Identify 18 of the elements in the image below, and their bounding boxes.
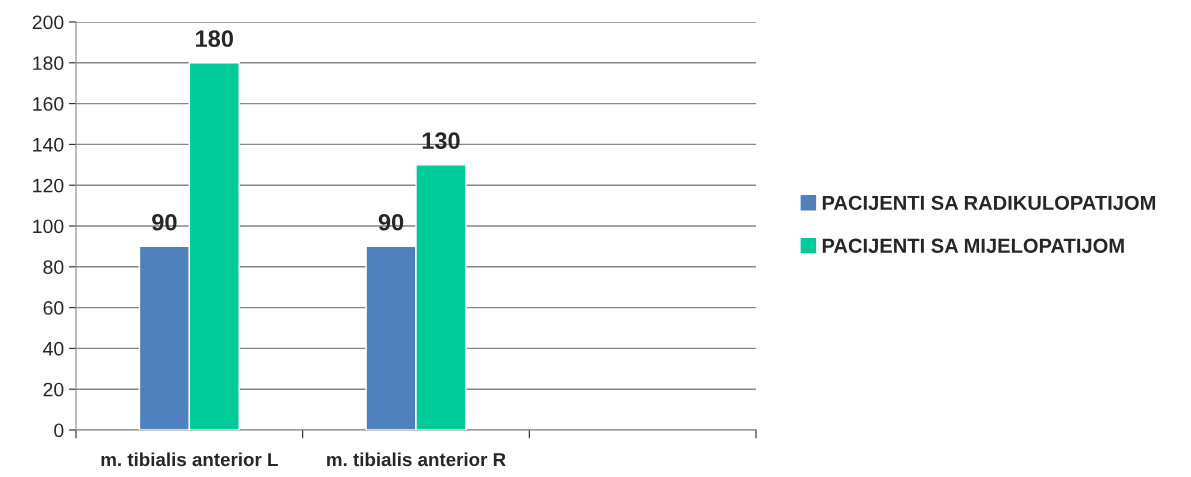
y-tick-label: 40 (43, 341, 64, 356)
y-tick-label: 140 (33, 137, 64, 152)
y-tick-label: 120 (33, 178, 64, 193)
y-tick-label: 20 (43, 382, 64, 397)
data-label: 90 (152, 213, 177, 231)
x-tick-label: m. tibialis anterior R (327, 452, 506, 467)
y-tick-label: 160 (33, 97, 64, 111)
legend-label: PACIJENTI SA RADIKULOPATIJOM (822, 195, 1156, 210)
x-tick-label: m. tibialis anterior L (101, 452, 278, 467)
y-tick-label: 200 (32, 15, 64, 30)
y-tick-label: 180 (33, 56, 64, 71)
y-tick-label: 60 (43, 301, 64, 315)
y-tick-label: 80 (43, 260, 64, 275)
data-label: 90 (378, 213, 404, 231)
legend-label: PACIJENTI SA MIJELOPATIJOM (822, 238, 1124, 253)
data-label: 180 (196, 30, 233, 48)
y-tick-label: 100 (33, 219, 64, 234)
y-tick-label: 0 (54, 423, 64, 438)
